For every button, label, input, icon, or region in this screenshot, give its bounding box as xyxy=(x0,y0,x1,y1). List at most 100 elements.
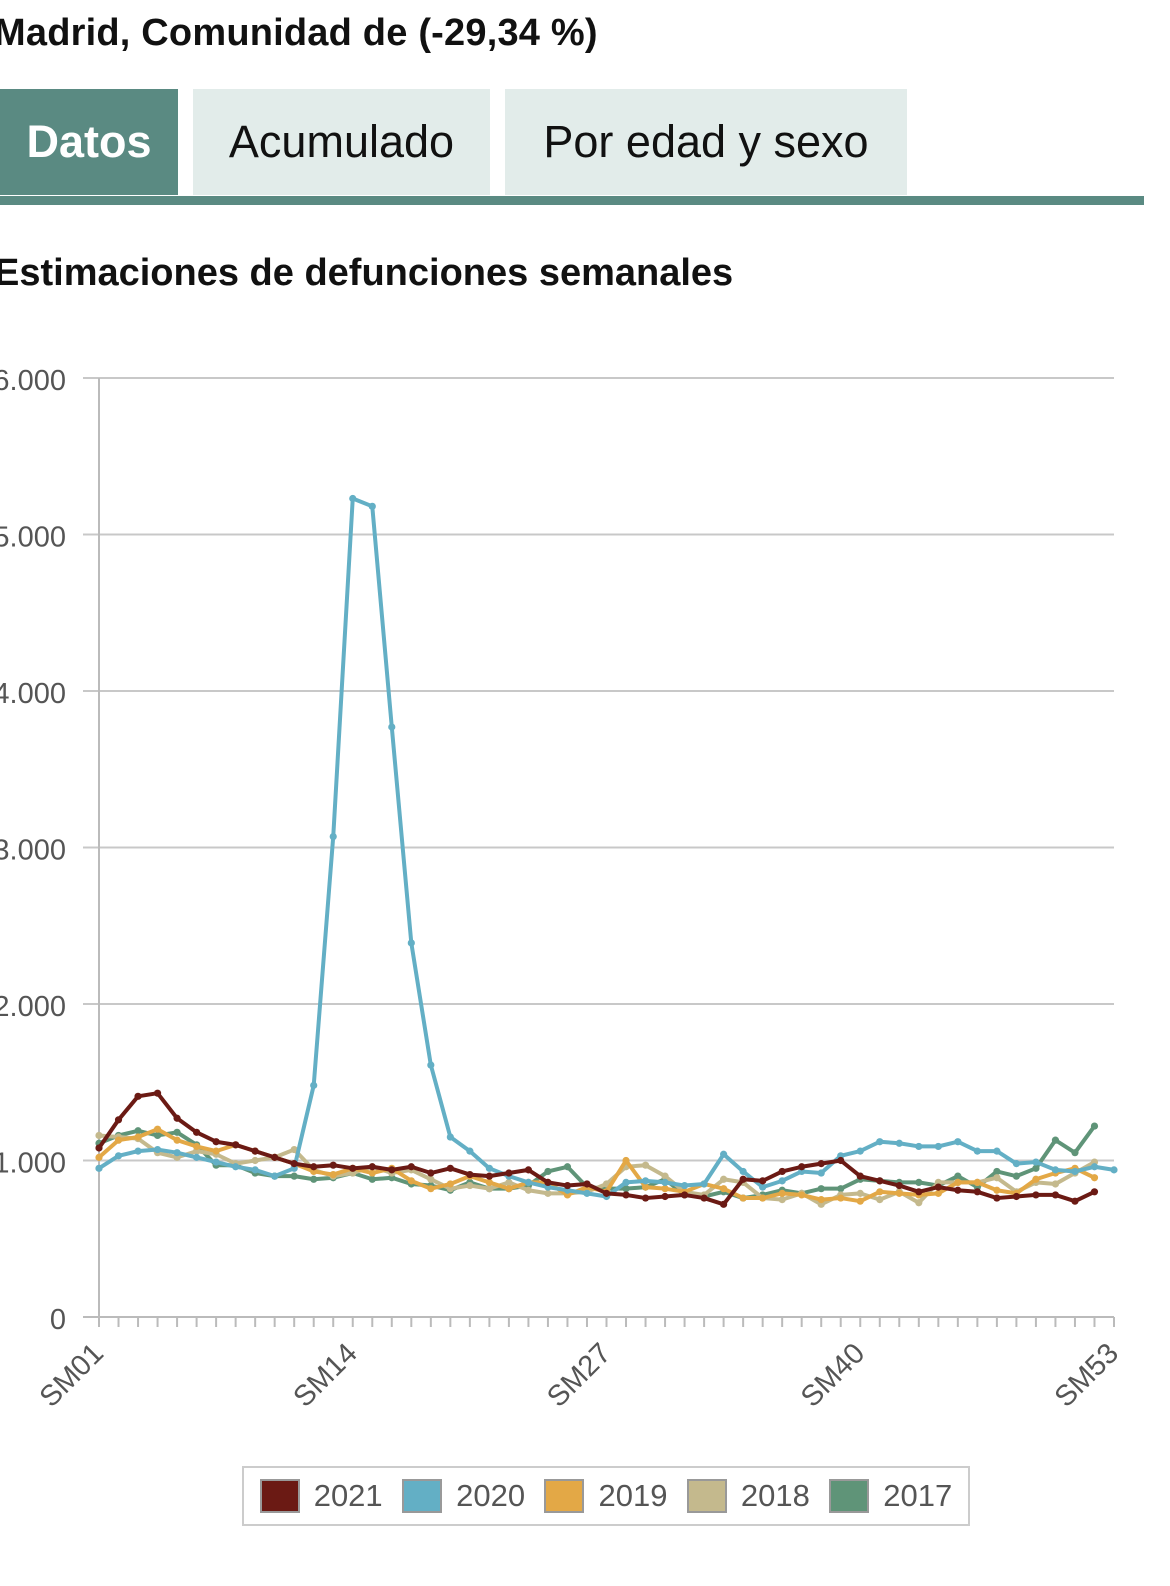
data-point-2020 xyxy=(466,1147,474,1155)
data-point-2018 xyxy=(993,1174,1001,1182)
data-point-2021 xyxy=(446,1164,454,1172)
data-point-2021 xyxy=(563,1181,572,1190)
data-point-2019 xyxy=(212,1147,220,1155)
legend-item-2020[interactable]: 2020 xyxy=(402,1478,525,1514)
data-point-2019 xyxy=(661,1185,669,1193)
data-point-2020 xyxy=(856,1147,864,1155)
data-point-2021 xyxy=(232,1141,240,1149)
data-point-2021 xyxy=(837,1156,845,1165)
data-point-2017 xyxy=(563,1163,572,1171)
data-point-2017 xyxy=(1051,1136,1060,1144)
data-point-2020 xyxy=(778,1177,786,1185)
legend-item-2017[interactable]: 2017 xyxy=(829,1478,952,1514)
data-point-2017 xyxy=(134,1127,142,1135)
data-point-2018 xyxy=(427,1175,435,1183)
data-point-2018 xyxy=(524,1186,533,1194)
data-point-2021 xyxy=(1032,1191,1040,1199)
data-point-2019 xyxy=(641,1183,650,1191)
data-point-2021 xyxy=(524,1166,533,1174)
legend-swatch-2020 xyxy=(402,1479,443,1513)
legend-swatch-2017 xyxy=(829,1479,870,1513)
legend-label-2019: 2019 xyxy=(598,1478,668,1513)
data-point-2020 xyxy=(1051,1166,1060,1174)
data-point-2021 xyxy=(466,1170,474,1179)
region-title: Madrid, Comunidad de (-29,34 %) xyxy=(0,12,598,54)
data-point-2017 xyxy=(1012,1172,1021,1180)
data-point-2020 xyxy=(329,832,337,841)
chart-title: Estimaciones de defunciones semanales xyxy=(0,252,734,294)
data-point-2020 xyxy=(954,1138,962,1146)
legend-swatch-2021 xyxy=(259,1479,300,1513)
data-point-2020 xyxy=(114,1152,123,1160)
data-point-2021 xyxy=(661,1192,669,1201)
data-point-2020 xyxy=(895,1139,903,1147)
data-point-2020 xyxy=(1012,1160,1021,1168)
data-point-2019 xyxy=(153,1125,162,1133)
x-tick-label-sm01: SM01 xyxy=(34,1337,110,1413)
data-point-2020 xyxy=(251,1166,259,1174)
data-point-2020 xyxy=(583,1189,591,1197)
data-point-2020 xyxy=(271,1172,279,1180)
data-point-2021 xyxy=(329,1161,337,1169)
data-point-2021 xyxy=(95,1144,103,1152)
y-tick-label: 6.000 xyxy=(0,365,66,397)
data-point-2021 xyxy=(934,1183,942,1191)
data-point-2021 xyxy=(622,1191,630,1199)
y-tick-label: 3.000 xyxy=(0,835,66,867)
data-point-2020 xyxy=(232,1163,240,1171)
data-point-2017 xyxy=(622,1185,630,1193)
data-point-2019 xyxy=(895,1189,903,1197)
line-chart: 0 1.000 2.000 3.000 4.000 5.000 6.000 SM01 SM14 S… xyxy=(0,365,1125,1414)
data-point-2020 xyxy=(407,939,415,947)
data-point-2021 xyxy=(310,1163,318,1171)
data-point-2019 xyxy=(934,1189,942,1197)
data-point-2019 xyxy=(876,1188,884,1196)
data-point-2020 xyxy=(427,1061,435,1069)
tab-acumulado[interactable]: Acumulado xyxy=(193,89,490,195)
data-point-2020 xyxy=(759,1183,767,1191)
tab-por-edad-y-sexo[interactable]: Por edad y sexo xyxy=(505,89,907,195)
data-point-2017 xyxy=(915,1178,923,1187)
data-point-2020 xyxy=(680,1181,689,1190)
data-point-2021 xyxy=(720,1200,728,1208)
data-point-2020 xyxy=(622,1178,630,1187)
data-point-2021 xyxy=(798,1163,806,1171)
data-point-2019 xyxy=(329,1170,337,1179)
data-point-2018 xyxy=(466,1181,474,1190)
data-point-2021 xyxy=(739,1175,747,1183)
data-point-2020 xyxy=(349,494,357,503)
legend-item-2019[interactable]: 2019 xyxy=(544,1478,667,1514)
data-point-2019 xyxy=(95,1153,103,1161)
data-point-2021 xyxy=(915,1188,923,1196)
data-point-2020 xyxy=(153,1145,162,1154)
data-point-2021 xyxy=(641,1194,650,1202)
data-point-2018 xyxy=(661,1172,669,1180)
legend-item-2018[interactable]: 2018 xyxy=(686,1478,810,1514)
data-point-2019 xyxy=(485,1178,493,1187)
tab-datos[interactable]: Datos xyxy=(0,89,178,195)
data-point-2020 xyxy=(915,1142,923,1151)
data-point-2020 xyxy=(134,1147,142,1155)
data-point-2020 xyxy=(817,1169,825,1177)
data-point-2021 xyxy=(759,1177,767,1185)
data-point-2021 xyxy=(505,1169,513,1177)
y-tick-label: 5.000 xyxy=(0,522,66,554)
legend-label-2017: 2017 xyxy=(883,1478,953,1513)
data-point-2021 xyxy=(153,1089,162,1097)
data-point-2019 xyxy=(739,1194,747,1202)
data-point-2019 xyxy=(798,1191,806,1199)
data-point-2021 xyxy=(427,1169,435,1177)
data-point-2021 xyxy=(173,1114,181,1122)
data-point-2019 xyxy=(505,1185,513,1193)
data-point-2019 xyxy=(368,1169,376,1177)
data-point-2020 xyxy=(661,1178,669,1187)
data-point-2020 xyxy=(95,1164,103,1172)
data-point-2017 xyxy=(173,1128,181,1136)
tab-underline xyxy=(0,196,1144,205)
legend-label-2018: 2018 xyxy=(740,1478,810,1513)
data-point-2019 xyxy=(1032,1175,1040,1183)
legend-item-2021[interactable]: 2021 xyxy=(259,1478,383,1514)
data-point-2018 xyxy=(290,1145,298,1154)
data-point-2017 xyxy=(310,1175,318,1183)
data-point-2021 xyxy=(1012,1192,1021,1201)
